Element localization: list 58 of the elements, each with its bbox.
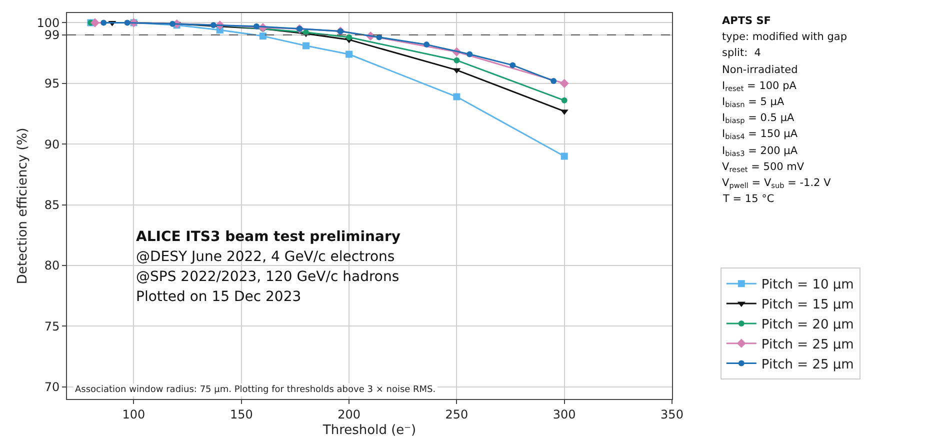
x-tick-label: 300 — [552, 407, 576, 422]
text: V$_{pwell}$ = V$_{sub}$ = -1.2 V — [722, 177, 832, 190]
annotation: Plotted on 15 Dec 2023 — [136, 289, 302, 305]
text: Non-irradiated — [722, 64, 798, 76]
y-tick-label: 90 — [44, 137, 60, 152]
y-tick-label: 70 — [44, 380, 60, 394]
y-tick-label: 95 — [44, 76, 60, 91]
point — [560, 78, 569, 88]
point — [561, 97, 568, 104]
legend-label: Pitch = 20 µm — [761, 318, 854, 333]
point — [560, 152, 568, 160]
text: type: modified with gap — [722, 31, 848, 43]
point — [346, 34, 352, 40]
text: I$_{bias3}$ = 200 µA — [722, 145, 798, 158]
text: I$_{biasp}$ = 0.5 µA — [722, 112, 795, 126]
legend-label: Pitch = 10 µm — [761, 278, 854, 293]
point — [454, 57, 460, 64]
point — [510, 62, 516, 68]
text: T = 15 °C — [722, 193, 774, 205]
x-tick-label: 250 — [445, 407, 468, 422]
point — [452, 68, 461, 74]
point — [346, 50, 353, 58]
point — [170, 20, 176, 27]
text: V$_{reset}$ = 500 mV — [722, 161, 805, 174]
annotation: Association window radius: 75 µm. Plotting for thresholds above 3 × noise RMS. — [75, 385, 436, 395]
point — [124, 20, 130, 26]
y-tick-label: 85 — [44, 198, 60, 212]
x-tick-label: 100 — [122, 407, 146, 422]
text: I$_{biasn}$ = 5 µA — [722, 96, 785, 110]
text: APTS SF — [722, 15, 771, 27]
text: split: 4 — [722, 47, 762, 59]
point — [453, 93, 460, 100]
x-tick-label: 200 — [338, 407, 361, 422]
point — [550, 78, 557, 84]
annotation: @SPS 2022/2023, 120 GeV/c hadrons — [136, 269, 400, 285]
x-tick-label: 150 — [230, 407, 253, 422]
point — [210, 22, 216, 28]
annotation: ALICE ITS3 beam test preliminary — [136, 229, 400, 245]
point — [466, 51, 473, 58]
y-axis-title: Detection efficiency (%) — [16, 128, 31, 284]
x-axis-title: Threshold (e⁻) — [322, 423, 416, 438]
point — [259, 32, 266, 40]
y-tick-label: 99 — [44, 28, 60, 42]
point — [90, 18, 100, 28]
text: I$_{bias4}$ = 150 µA — [722, 128, 798, 142]
x-tick-label: 350 — [660, 407, 684, 422]
y-tick-label: 80 — [44, 258, 60, 273]
legend-label: Pitch = 25 µm — [761, 357, 854, 372]
annotation: @DESY June 2022, 4 GeV/c electrons — [136, 249, 395, 265]
y-tick-label: 100 — [36, 16, 60, 30]
point — [302, 42, 310, 50]
point — [253, 23, 260, 30]
point — [424, 42, 430, 48]
point — [100, 20, 107, 26]
text: I$_{reset}$ = 100 pA — [722, 80, 798, 94]
y-tick-label: 75 — [44, 319, 60, 334]
legend-label: Pitch = 15 µm — [761, 298, 854, 313]
legend-label: Pitch = 25 µm — [761, 337, 854, 352]
